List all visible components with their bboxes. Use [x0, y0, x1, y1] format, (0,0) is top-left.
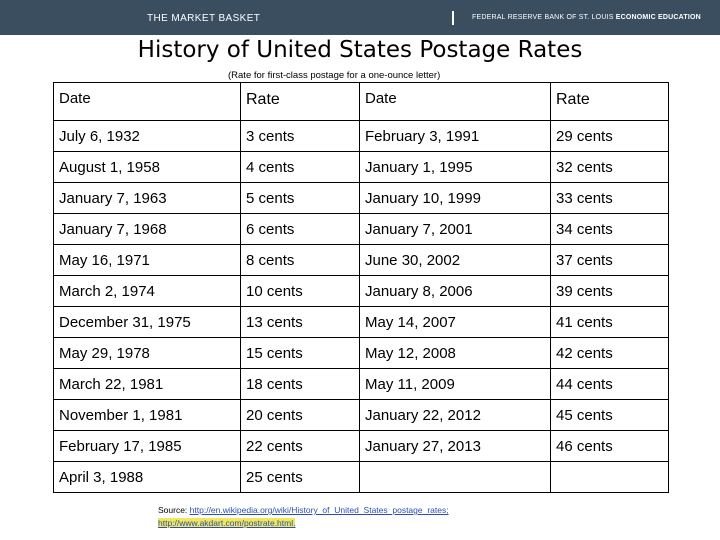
- cell-rate: 4 cents: [240, 151, 360, 183]
- cell-date: May 14, 2007: [359, 306, 551, 338]
- cell-rate: 42 cents: [550, 337, 669, 369]
- cell-rate: 5 cents: [240, 182, 360, 214]
- cell-rate: 10 cents: [240, 275, 360, 307]
- table-row: January 7, 1963 5 cents January 10, 1999 33…: [53, 182, 669, 214]
- cell-date: May 16, 1971: [53, 244, 241, 276]
- header-date-2: Date: [359, 82, 551, 121]
- cell-rate: 46 cents: [550, 430, 669, 462]
- cell-date: January 1, 1995: [359, 151, 551, 183]
- cell-rate: 32 cents: [550, 151, 669, 183]
- header-date-1: Date: [53, 82, 241, 121]
- cell-date: February 17, 1985: [53, 430, 241, 462]
- cell-rate: 39 cents: [550, 275, 669, 307]
- table-row: February 17, 1985 22 cents January 27, 201…: [53, 430, 669, 462]
- page-subtitle: (Rate for first-class postage for a one-…: [228, 70, 441, 81]
- market-basket-label: THE MARKET BASKET: [147, 13, 261, 24]
- table-header-row: Date Rate Date Rate: [53, 82, 669, 121]
- header-rate-1: Rate: [240, 82, 360, 121]
- cell-rate: 3 cents: [240, 120, 360, 152]
- cell-date: [359, 461, 551, 493]
- cell-date: February 3, 1991: [359, 120, 551, 152]
- table-row: March 22, 1981 18 cents May 11, 2009 44 cen…: [53, 368, 669, 400]
- cell-date: May 11, 2009: [359, 368, 551, 400]
- source-link-akdart[interactable]: http://www.akdart.com/postrate.html.: [158, 518, 296, 528]
- table-row: March 2, 1974 10 cents January 8, 2006 39 c…: [53, 275, 669, 307]
- cell-date: August 1, 1958: [53, 151, 241, 183]
- table-row: May 29, 1978 15 cents May 12, 2008 42 cents: [53, 337, 669, 369]
- cell-rate: 45 cents: [550, 399, 669, 431]
- table-row: January 7, 1968 6 cents January 7, 2001 34 …: [53, 213, 669, 245]
- cell-date: March 2, 1974: [53, 275, 241, 307]
- cell-rate: 25 cents: [240, 461, 360, 493]
- cell-date: January 7, 1963: [53, 182, 241, 214]
- source-link-wikipedia[interactable]: http://en.wikipedia.org/wiki/History_of_…: [189, 505, 449, 515]
- source-note: Source: http://en.wikipedia.org/wiki/His…: [158, 504, 449, 530]
- table-row: November 1, 1981 20 cents January 22, 2012…: [53, 399, 669, 431]
- cell-date: January 27, 2013: [359, 430, 551, 462]
- cell-rate: 33 cents: [550, 182, 669, 214]
- fed-stlouis-logo-text: FEDERAL RESERVE BANK OF ST. LOUIS ECONOM…: [472, 14, 701, 21]
- cell-rate: 6 cents: [240, 213, 360, 245]
- cell-date: January 7, 1968: [53, 213, 241, 245]
- table-row: July 6, 1932 3 cents February 3, 1991 29 ce…: [53, 120, 669, 152]
- cell-date: December 31, 1975: [53, 306, 241, 338]
- header-rate-2: Rate: [550, 82, 669, 121]
- cell-rate: 22 cents: [240, 430, 360, 462]
- cell-date: January 8, 2006: [359, 275, 551, 307]
- table-body: July 6, 1932 3 cents February 3, 1991 29 ce…: [53, 120, 669, 493]
- postage-rates-table: Date Rate Date Rate July 6, 1932 3 cents F…: [53, 82, 669, 493]
- cell-date: November 1, 1981: [53, 399, 241, 431]
- cell-rate: 37 cents: [550, 244, 669, 276]
- cell-rate: 18 cents: [240, 368, 360, 400]
- header-bar: THE MARKET BASKET FEDERAL RESERVE BANK O…: [0, 0, 720, 35]
- cell-rate: 13 cents: [240, 306, 360, 338]
- cell-date: June 30, 2002: [359, 244, 551, 276]
- cell-date: April 3, 1988: [53, 461, 241, 493]
- cell-date: May 29, 1978: [53, 337, 241, 369]
- table-row: April 3, 1988 25 cents: [53, 461, 669, 493]
- cell-rate: 44 cents: [550, 368, 669, 400]
- cell-date: July 6, 1932: [53, 120, 241, 152]
- cell-date: March 22, 1981: [53, 368, 241, 400]
- cell-date: January 22, 2012: [359, 399, 551, 431]
- cell-date: May 12, 2008: [359, 337, 551, 369]
- cell-rate: 41 cents: [550, 306, 669, 338]
- table-row: May 16, 1971 8 cents June 30, 2002 37 cents: [53, 244, 669, 276]
- table-row: August 1, 1958 4 cents January 1, 1995 32 c…: [53, 151, 669, 183]
- page-title: History of United States Postage Rates: [137, 37, 583, 63]
- cell-rate: 29 cents: [550, 120, 669, 152]
- cell-date: January 7, 2001: [359, 213, 551, 245]
- table-row: December 31, 1975 13 cents May 14, 2007 41 …: [53, 306, 669, 338]
- cell-date: January 10, 1999: [359, 182, 551, 214]
- source-label: Source:: [158, 505, 188, 515]
- cell-rate: 34 cents: [550, 213, 669, 245]
- cell-rate: 15 cents: [240, 337, 360, 369]
- cell-rate: [550, 461, 669, 493]
- header-divider: [452, 11, 454, 25]
- cell-rate: 8 cents: [240, 244, 360, 276]
- cell-rate: 20 cents: [240, 399, 360, 431]
